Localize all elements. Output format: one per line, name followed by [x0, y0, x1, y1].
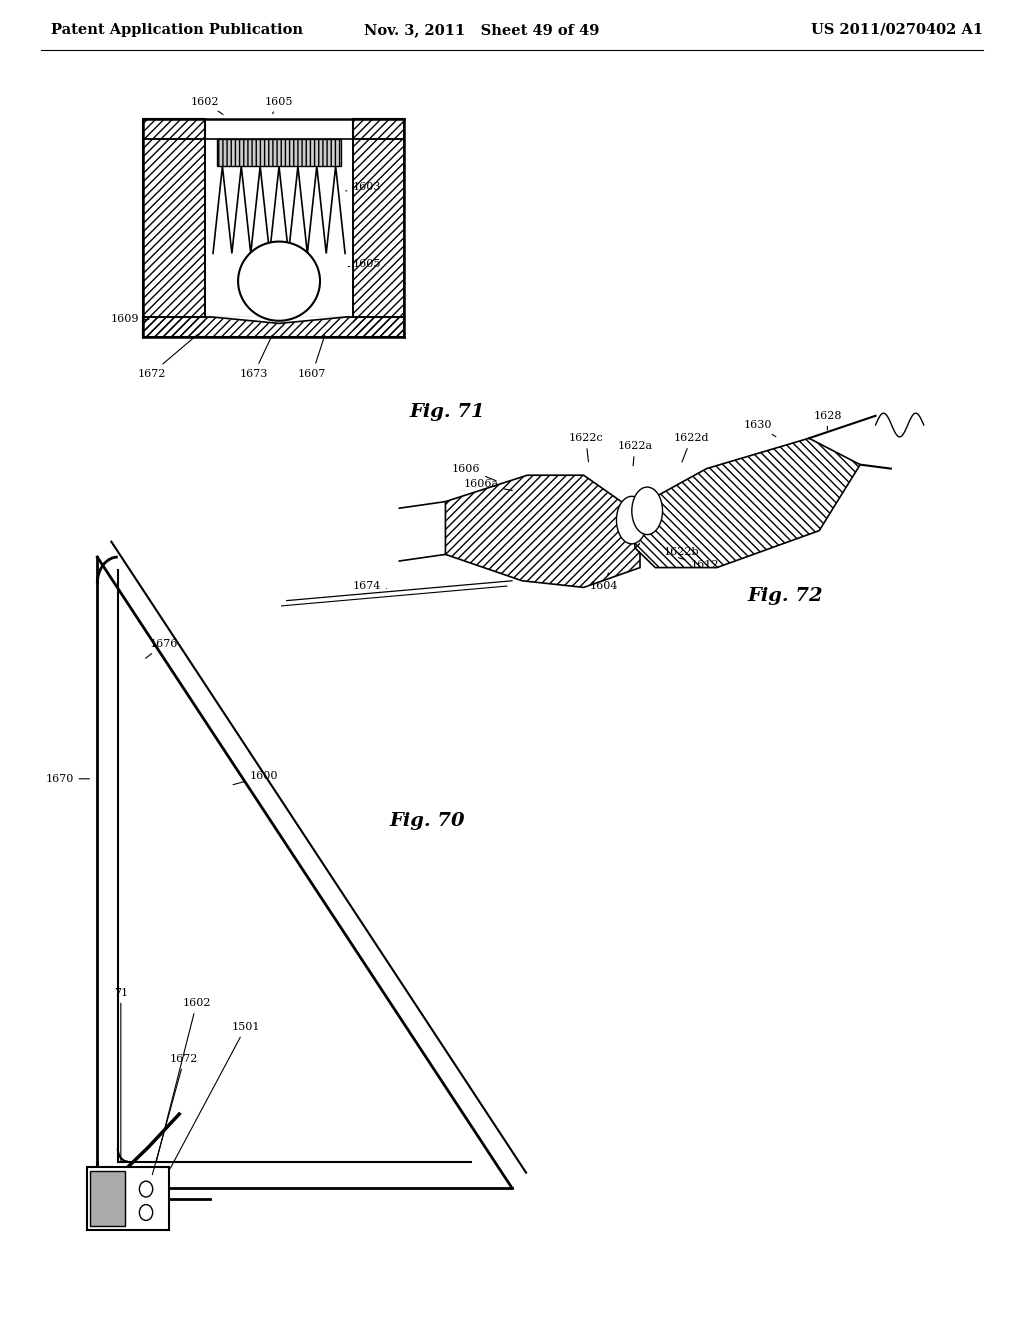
- Text: 1606a: 1606a: [464, 479, 512, 491]
- Ellipse shape: [139, 1181, 153, 1197]
- Text: 1603: 1603: [346, 182, 381, 193]
- Ellipse shape: [139, 1205, 153, 1221]
- Ellipse shape: [616, 496, 647, 544]
- Text: 1605: 1605: [264, 96, 293, 114]
- Text: 1622a: 1622a: [617, 441, 652, 466]
- Polygon shape: [635, 438, 860, 568]
- Text: 1670: 1670: [45, 774, 89, 784]
- Polygon shape: [353, 139, 404, 317]
- Text: 1622b: 1622b: [660, 544, 698, 557]
- Text: 1672: 1672: [137, 334, 198, 379]
- Text: 1600: 1600: [233, 771, 279, 784]
- Polygon shape: [353, 119, 404, 337]
- Text: 1630: 1630: [743, 420, 776, 437]
- Text: 1628: 1628: [813, 411, 842, 430]
- Bar: [205, 139, 353, 317]
- Ellipse shape: [238, 242, 319, 321]
- Text: 1674: 1674: [352, 581, 386, 591]
- Text: 1602: 1602: [190, 96, 223, 115]
- Text: 1605: 1605: [348, 259, 381, 269]
- Text: 1673: 1673: [240, 335, 272, 379]
- Polygon shape: [143, 119, 205, 337]
- Polygon shape: [143, 139, 205, 317]
- Text: 1622c: 1622c: [568, 433, 603, 462]
- Text: 1606: 1606: [452, 463, 496, 480]
- Text: US 2011/0270402 A1: US 2011/0270402 A1: [811, 22, 983, 37]
- Text: Fig. 72: Fig. 72: [748, 587, 823, 606]
- Text: 1609: 1609: [111, 314, 148, 325]
- Bar: [87, 1167, 169, 1230]
- Polygon shape: [217, 139, 341, 166]
- Text: 1612: 1612: [679, 558, 719, 570]
- Text: 1602: 1602: [157, 998, 211, 1162]
- Text: 1604: 1604: [590, 573, 618, 591]
- Text: Fig. 71: Fig. 71: [410, 403, 485, 421]
- Text: 1607: 1607: [298, 335, 327, 379]
- Polygon shape: [445, 475, 640, 587]
- Text: 71: 71: [114, 987, 128, 1162]
- Text: 1672: 1672: [153, 1053, 199, 1175]
- Text: Fig. 70: Fig. 70: [389, 812, 465, 830]
- Text: Nov. 3, 2011   Sheet 49 of 49: Nov. 3, 2011 Sheet 49 of 49: [364, 22, 599, 37]
- Bar: [90, 1171, 125, 1226]
- Polygon shape: [210, 317, 348, 323]
- Text: 1622d: 1622d: [674, 433, 709, 462]
- Text: 1676: 1676: [145, 639, 178, 659]
- Ellipse shape: [632, 487, 663, 535]
- Polygon shape: [143, 317, 404, 337]
- Text: Patent Application Publication: Patent Application Publication: [51, 22, 303, 37]
- Text: 1501: 1501: [170, 1022, 260, 1168]
